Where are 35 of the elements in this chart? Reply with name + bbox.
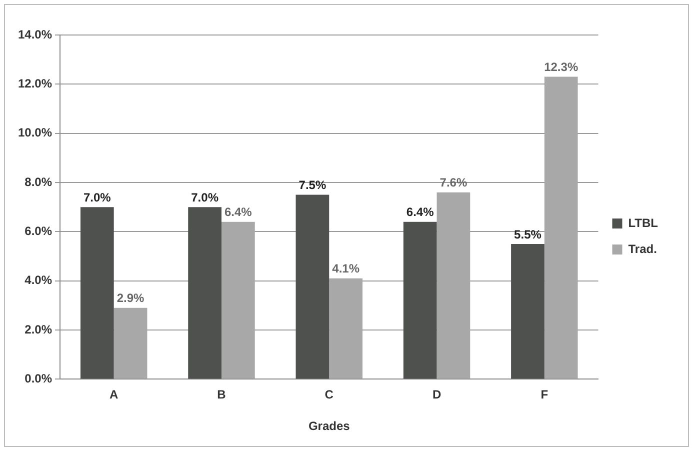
legend-label: LTBL [628, 216, 658, 230]
y-tick-label: 10.0% [18, 126, 52, 140]
y-tick-label: 2.0% [24, 322, 52, 336]
y-tick-label: 6.0% [24, 224, 52, 238]
y-tick-label: 4.0% [24, 273, 52, 288]
bar [403, 222, 437, 379]
data-label: 5.5% [514, 227, 542, 242]
x-tick-label: D [432, 388, 442, 402]
bar [296, 194, 330, 379]
x-axis-title: Grades [308, 419, 350, 434]
data-label: 4.1% [332, 262, 360, 276]
bar [436, 192, 470, 379]
bar [221, 222, 255, 379]
bar [188, 207, 222, 379]
x-tick-label: C [324, 388, 334, 402]
x-tick-label: F [540, 388, 548, 402]
y-tick-label: 14.0% [18, 27, 52, 42]
bar [80, 207, 114, 379]
data-label: 2.9% [116, 291, 145, 306]
x-tick-label: A [110, 388, 119, 402]
bar [329, 278, 362, 379]
bar [544, 76, 578, 379]
legend-label: Trad. [628, 242, 657, 256]
data-label: 6.4% [224, 205, 252, 220]
x-tick-label: B [217, 388, 226, 402]
data-label: 12.3% [544, 60, 578, 74]
data-label: 7.0% [191, 190, 219, 204]
y-tick-label: 8.0% [24, 174, 52, 189]
bar [114, 308, 148, 379]
data-label: 6.4% [406, 205, 434, 220]
y-tick-label: 12.0% [18, 76, 52, 90]
data-label: 7.0% [83, 190, 112, 204]
bar [511, 244, 544, 379]
data-label: 7.5% [298, 178, 326, 192]
y-tick-label: 0.0% [24, 372, 52, 386]
